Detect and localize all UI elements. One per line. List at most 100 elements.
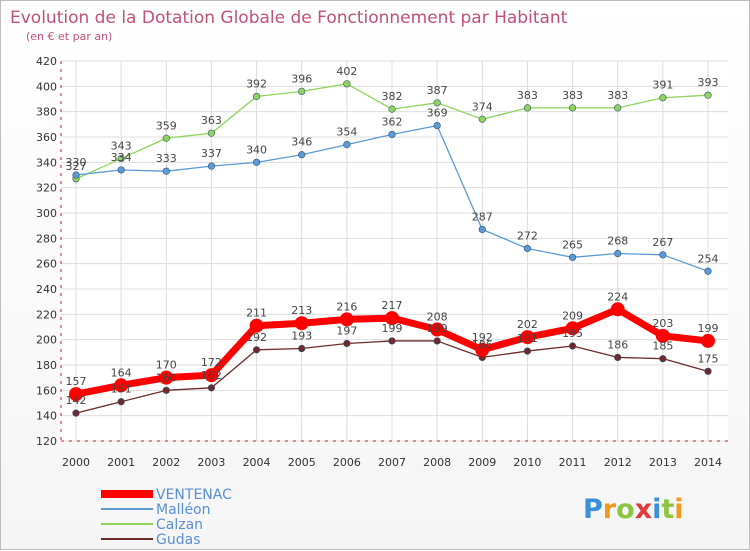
data-point-mallon — [252, 158, 261, 166]
data-label-calzan: 396 — [291, 72, 312, 85]
data-label-calzan: 391 — [652, 79, 673, 92]
data-point-ventenac — [385, 311, 399, 326]
data-point-gudas — [614, 353, 622, 362]
series-gudas — [72, 337, 712, 417]
y-tick-label: 420 — [36, 55, 57, 68]
y-tick-label: 400 — [36, 80, 57, 93]
data-point-ventenac — [159, 370, 174, 385]
brand-logo: Proxiti — [583, 494, 684, 525]
y-tick-label: 240 — [36, 283, 57, 296]
data-point-ventenac — [701, 333, 715, 348]
data-point-calzan — [704, 91, 712, 99]
data-label-gudas: 193 — [291, 330, 312, 343]
data-label-mallon: 340 — [246, 143, 267, 156]
series-layer — [69, 80, 715, 417]
y-tick-label: 140 — [36, 410, 57, 423]
y-tick-label: 360 — [36, 131, 57, 144]
y-tick-label: 260 — [36, 258, 57, 271]
data-label-ventenac: 213 — [291, 304, 312, 317]
data-label-calzan: 363 — [201, 114, 222, 127]
data-label-ventenac: 217 — [382, 299, 403, 312]
x-tick-label: 2010 — [513, 456, 541, 469]
data-label-calzan: 383 — [562, 89, 583, 102]
brand-letter: o — [616, 494, 635, 525]
y-tick-label: 320 — [36, 182, 57, 195]
data-point-gudas — [388, 337, 396, 345]
data-label-calzan: 392 — [246, 77, 267, 90]
data-point-gudas — [704, 367, 712, 375]
x-tick-label: 2005 — [288, 456, 316, 469]
x-tick-label: 2002 — [152, 456, 180, 469]
legend-label-gudas: Gudas — [156, 532, 200, 548]
data-label-ventenac: 208 — [427, 311, 448, 324]
data-label-calzan: 327 — [66, 160, 87, 173]
data-label-gudas: 192 — [246, 331, 267, 344]
data-label-gudas: 151 — [111, 383, 132, 396]
data-label-ventenac: 199 — [698, 322, 719, 335]
y-tick-label: 200 — [36, 334, 57, 347]
data-point-ventenac — [204, 368, 219, 383]
data-point-gudas — [162, 386, 170, 394]
data-label-mallon: 265 — [562, 238, 583, 251]
x-tick-label: 2012 — [604, 456, 632, 469]
data-label-gudas: 175 — [698, 352, 719, 365]
data-point-mallon — [388, 130, 396, 139]
x-tick-label: 2009 — [468, 456, 496, 469]
data-point-gudas — [568, 342, 577, 350]
data-label-calzan: 393 — [698, 76, 719, 89]
x-tick-label: 2011 — [559, 456, 587, 469]
data-label-gudas: 185 — [652, 340, 673, 353]
data-point-calzan — [252, 92, 261, 101]
chart-subtitle: (en € et par an) — [26, 30, 112, 43]
data-point-gudas — [659, 355, 667, 363]
data-point-ventenac — [655, 328, 670, 343]
data-point-ventenac — [520, 330, 535, 345]
data-label-mallon: 369 — [427, 107, 448, 120]
data-point-calzan — [207, 129, 216, 137]
y-tick-label: 220 — [36, 308, 57, 321]
data-label-gudas: 191 — [517, 332, 538, 345]
data-label-gudas: 142 — [66, 394, 87, 407]
data-label-mallon: 333 — [156, 152, 177, 165]
x-tick-label: 2001 — [107, 456, 135, 469]
data-point-gudas — [252, 346, 261, 354]
series-mallon — [72, 121, 712, 275]
x-tick-label: 2014 — [694, 456, 722, 469]
data-point-calzan — [117, 154, 125, 163]
data-label-gudas: 186 — [607, 338, 628, 351]
data-point-ventenac — [114, 378, 129, 393]
data-point-mallon — [433, 121, 441, 130]
data-point-calzan — [568, 104, 577, 112]
data-label-mallon: 268 — [607, 235, 628, 248]
y-tick-label: 340 — [36, 156, 57, 169]
brand-letter: i — [652, 494, 661, 525]
brand-letter: t — [661, 494, 674, 525]
data-label-calzan: 359 — [156, 119, 177, 132]
data-label-gudas: 195 — [562, 327, 583, 340]
legend-label-ventenac: VENTENAC — [156, 487, 232, 503]
data-label-gudas: 199 — [427, 322, 448, 335]
data-point-calzan — [659, 94, 667, 102]
data-point-mallon — [523, 244, 532, 253]
chart-title: Evolution de la Dotation Globale de Fonc… — [10, 8, 568, 28]
data-label-mallon: 267 — [652, 236, 673, 249]
data-point-gudas — [117, 398, 125, 406]
data-point-ventenac — [475, 342, 490, 357]
series-calzan — [72, 80, 712, 183]
data-label-calzan: 382 — [382, 90, 403, 103]
data-label-mallon: 330 — [66, 156, 87, 169]
data-point-mallon — [614, 249, 622, 258]
data-label-mallon: 362 — [382, 115, 403, 128]
data-point-mallon — [162, 167, 170, 175]
brand-letter: P — [583, 494, 603, 525]
x-tick-label: 2000 — [62, 456, 90, 469]
data-point-mallon — [72, 171, 80, 179]
data-label-gudas: 186 — [472, 338, 493, 351]
y-tick-label: 280 — [36, 232, 57, 245]
x-tick-label: 2007 — [378, 456, 406, 469]
data-label-calzan: 402 — [336, 65, 357, 78]
